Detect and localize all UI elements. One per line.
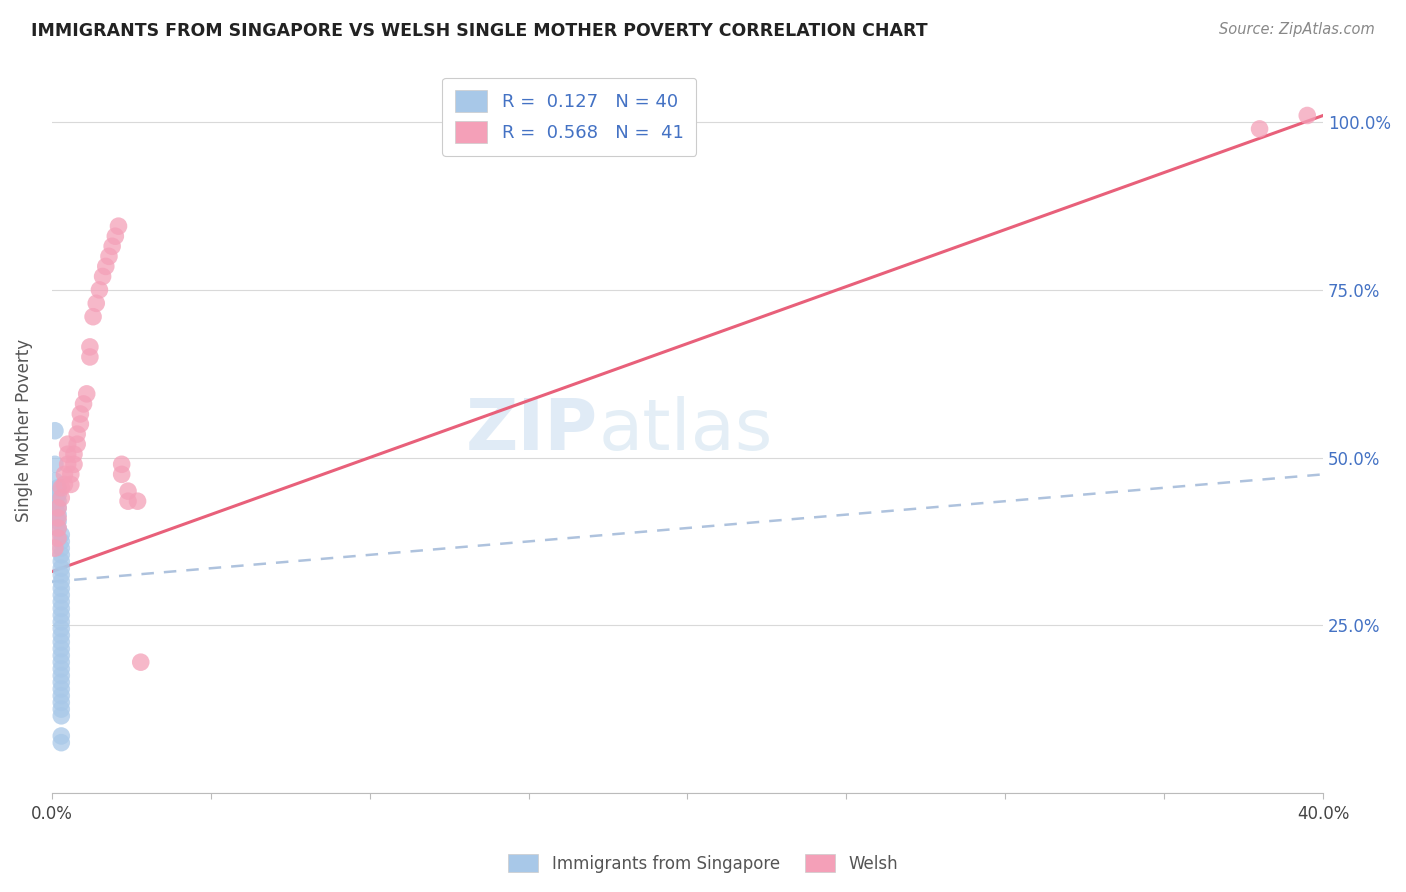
Point	[51, 695, 73, 709]
Legend: Immigrants from Singapore, Welsh: Immigrants from Singapore, Welsh	[502, 847, 904, 880]
Point	[66, 437, 89, 451]
Y-axis label: Single Mother Poverty: Single Mother Poverty	[15, 339, 32, 523]
Point	[51, 655, 73, 669]
Point	[51, 662, 73, 676]
Point	[51, 702, 73, 716]
Point	[51, 608, 73, 623]
Point	[129, 655, 152, 669]
Point	[117, 494, 139, 508]
Point	[53, 467, 76, 482]
Point	[51, 595, 73, 609]
Point	[89, 283, 111, 297]
Point	[51, 481, 73, 495]
Text: Source: ZipAtlas.com: Source: ZipAtlas.com	[1219, 22, 1375, 37]
Point	[117, 484, 139, 499]
Point	[51, 561, 73, 575]
Point	[51, 628, 73, 642]
Point	[104, 229, 127, 244]
Point	[44, 458, 66, 472]
Point	[46, 521, 69, 535]
Point	[51, 729, 73, 743]
Point	[79, 340, 101, 354]
Point	[51, 601, 73, 615]
Point	[127, 494, 149, 508]
Point	[46, 494, 69, 508]
Point	[51, 675, 73, 690]
Point	[51, 681, 73, 696]
Point	[44, 424, 66, 438]
Point	[51, 555, 73, 569]
Point	[76, 387, 98, 401]
Point	[46, 511, 69, 525]
Point	[51, 635, 73, 649]
Point	[51, 534, 73, 549]
Point	[72, 397, 94, 411]
Point	[51, 709, 73, 723]
Point	[46, 481, 69, 495]
Point	[56, 447, 79, 461]
Point	[63, 458, 86, 472]
Legend: R =  0.127   N = 40, R =  0.568   N =  41: R = 0.127 N = 40, R = 0.568 N = 41	[443, 78, 696, 156]
Point	[44, 474, 66, 488]
Point	[69, 417, 91, 431]
Text: IMMIGRANTS FROM SINGAPORE VS WELSH SINGLE MOTHER POVERTY CORRELATION CHART: IMMIGRANTS FROM SINGAPORE VS WELSH SINGL…	[31, 22, 928, 40]
Point	[101, 239, 124, 253]
Point	[51, 582, 73, 596]
Point	[94, 260, 117, 274]
Point	[46, 531, 69, 545]
Point	[82, 310, 104, 324]
Point	[84, 296, 107, 310]
Point	[69, 407, 91, 421]
Point	[111, 467, 134, 482]
Point	[51, 668, 73, 682]
Point	[107, 219, 129, 234]
Point	[51, 491, 73, 505]
Point	[46, 500, 69, 515]
Point	[51, 648, 73, 663]
Point	[46, 508, 69, 522]
Point	[51, 574, 73, 589]
Point	[46, 500, 69, 515]
Point	[91, 269, 114, 284]
Point	[51, 736, 73, 750]
Point	[51, 588, 73, 602]
Point	[1249, 121, 1271, 136]
Point	[51, 541, 73, 556]
Point	[79, 350, 101, 364]
Point	[111, 458, 134, 472]
Point	[51, 527, 73, 541]
Text: ZIP: ZIP	[467, 396, 599, 466]
Point	[51, 615, 73, 629]
Point	[97, 249, 120, 263]
Point	[46, 487, 69, 501]
Point	[46, 514, 69, 528]
Point	[59, 477, 82, 491]
Point	[44, 541, 66, 556]
Point	[51, 548, 73, 562]
Point	[46, 521, 69, 535]
Point	[66, 427, 89, 442]
Point	[59, 467, 82, 482]
Point	[51, 622, 73, 636]
Point	[56, 437, 79, 451]
Point	[51, 689, 73, 703]
Point	[56, 458, 79, 472]
Point	[1296, 108, 1319, 122]
Text: atlas: atlas	[599, 396, 773, 466]
Point	[53, 477, 76, 491]
Point	[51, 568, 73, 582]
Point	[51, 641, 73, 656]
Point	[63, 447, 86, 461]
